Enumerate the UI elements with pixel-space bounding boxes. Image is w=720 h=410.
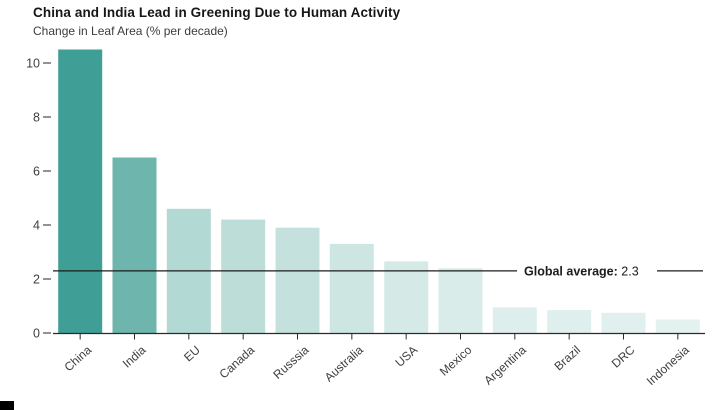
x-label-china: China (62, 343, 95, 375)
x-label-india: India (120, 343, 149, 371)
x-label-canada: Canada (217, 343, 258, 382)
x-label-indonesia: Indonesia (644, 343, 692, 388)
y-tick-label: 10 (26, 57, 40, 71)
x-label-drc: DRC (609, 343, 638, 371)
bar-usa (384, 261, 429, 333)
bar-australia (329, 243, 374, 333)
x-label-brazil: Brazil (552, 343, 584, 373)
chart-subtitle: Change in Leaf Area (% per decade) (33, 24, 228, 38)
x-label-russsia: Russsia (270, 343, 311, 382)
y-tick-label: 2 (33, 273, 40, 287)
y-tick-label: 8 (33, 111, 40, 125)
bar-drc (601, 312, 646, 334)
bar-russsia (275, 227, 320, 333)
global-average-label: Global average: 2.3 (524, 264, 639, 278)
bar-brazil (547, 310, 592, 333)
y-tick-label: 4 (33, 219, 40, 233)
bar-china (58, 49, 103, 333)
bar-mexico (438, 268, 483, 333)
y-tick-label: 0 (33, 327, 40, 341)
y-tick-label: 6 (33, 165, 40, 179)
corner-mark (0, 401, 14, 410)
bar-argentina (492, 307, 537, 333)
x-label-usa: USA (392, 343, 420, 370)
bar-canada (221, 219, 266, 333)
x-label-mexico: Mexico (437, 343, 475, 379)
chart-title: China and India Lead in Greening Due to … (33, 5, 401, 20)
x-label-eu: EU (181, 343, 203, 365)
x-label-australia: Australia (322, 343, 366, 385)
bar-india (112, 157, 157, 333)
bar-indonesia (655, 319, 700, 333)
x-label-argentina: Argentina (481, 343, 529, 388)
